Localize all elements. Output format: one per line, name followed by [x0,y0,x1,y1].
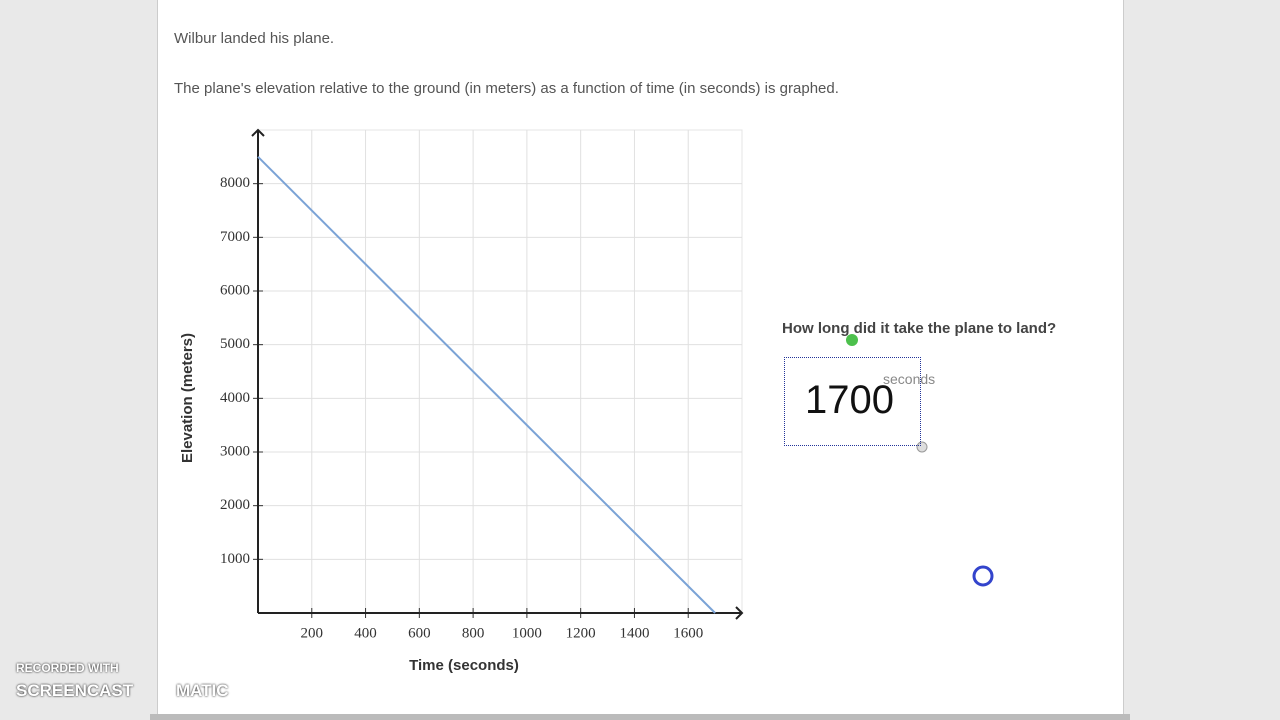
watermark: RECORDED WITH [16,661,119,675]
y-tick-label: 7000 [220,229,250,245]
rotate-handle[interactable] [846,334,858,346]
y-tick-label: 8000 [220,175,250,191]
x-tick-label: 1200 [566,625,596,641]
x-tick-label: 400 [354,625,377,641]
x-tick-label: 800 [462,625,485,641]
answer-box[interactable] [784,357,921,446]
x-tick-label: 1400 [619,625,649,641]
y-axis-arrow [251,128,265,137]
y-tick-label: 2000 [220,497,250,513]
y-tick-label: 1000 [220,551,250,567]
y-tick-label: 5000 [220,336,250,352]
x-tick-label: 200 [301,625,324,641]
intro-text: Wilbur landed his plane. [174,30,335,47]
x-tick-label: 1600 [673,625,703,641]
x-axis-arrow [735,606,744,620]
x-tick-label: 600 [408,625,431,641]
answer-unit: seconds [883,371,936,387]
y-tick-label: 3000 [220,443,250,459]
statement-text: The plane's elevation relative to the gr… [174,80,839,97]
data-line [257,156,716,614]
watermark: MATIC [176,681,229,700]
y-axis-label: Elevation (meters) [179,333,196,463]
taskbar [150,714,1130,720]
answer-text[interactable]: 1700 [805,378,894,422]
y-tick-label: 6000 [220,282,250,298]
plot-area [257,129,743,614]
y-tick-label: 4000 [220,390,250,406]
watermark: SCREENCAST [16,681,134,700]
x-tick-label: 1000 [512,625,542,641]
resize-handle[interactable] [916,441,928,453]
cursor-indicator [972,565,994,587]
x-axis-label: Time (seconds) [409,657,519,674]
question-prompt: How long did it take the plane to land? [782,320,1057,337]
